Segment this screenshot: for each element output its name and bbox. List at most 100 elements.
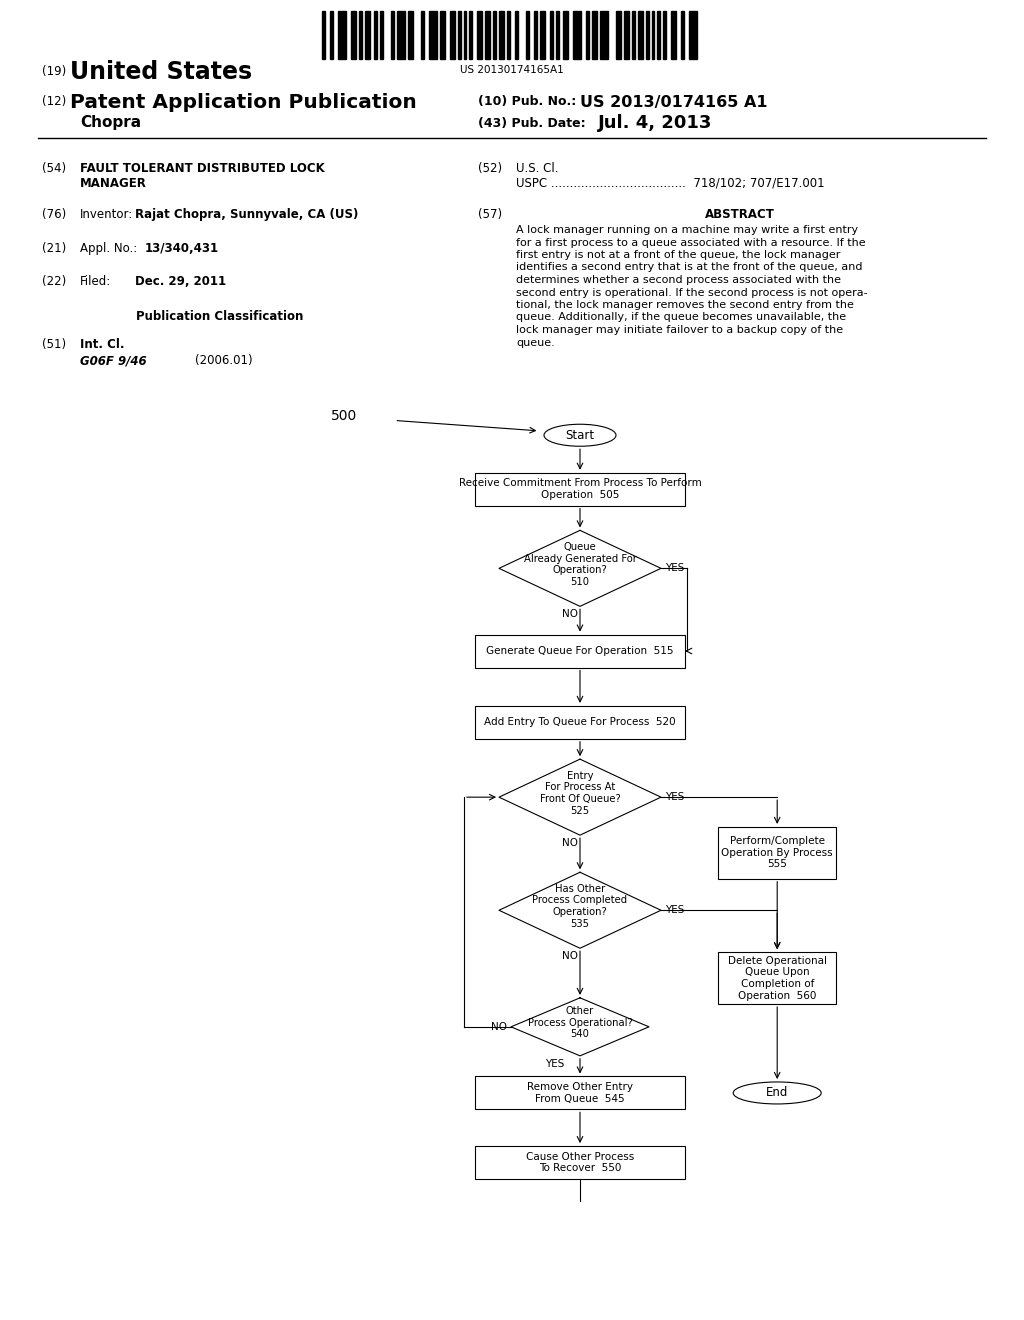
Polygon shape [499,759,662,836]
Bar [358,11,361,59]
Bar [632,11,635,59]
Bar [664,11,667,59]
Bar [600,11,608,59]
Text: Jul. 4, 2013: Jul. 4, 2013 [598,114,713,132]
Text: NO: NO [562,952,578,961]
FancyBboxPatch shape [718,826,837,879]
Text: G06F 9/46: G06F 9/46 [80,354,146,367]
Text: Dec. 29, 2011: Dec. 29, 2011 [135,275,226,288]
Text: Queue
Already Generated For
Operation?
510: Queue Already Generated For Operation? 5… [523,543,637,587]
Bar [350,11,355,59]
FancyBboxPatch shape [475,473,685,506]
Text: (2006.01): (2006.01) [195,354,253,367]
Text: Entry
For Process At
Front Of Queue?
525: Entry For Process At Front Of Queue? 525 [540,771,621,816]
Text: YES: YES [546,1059,564,1069]
Text: (21): (21) [42,242,67,255]
Bar [499,11,504,59]
Text: YES: YES [665,906,684,915]
Bar [689,11,697,59]
Text: determines whether a second process associated with the: determines whether a second process asso… [516,275,841,285]
Text: Int. Cl.: Int. Cl. [80,338,125,351]
Text: (52): (52) [478,162,502,176]
Bar [469,11,472,59]
Bar [586,11,589,59]
Text: ABSTRACT: ABSTRACT [706,209,775,220]
Text: United States: United States [70,59,252,84]
Bar [507,11,510,59]
Text: USPC ....................................  718/102; 707/E17.001: USPC ...................................… [516,177,824,190]
Text: Chopra: Chopra [80,116,141,131]
Bar [638,11,643,59]
Bar [526,11,528,59]
Text: (22): (22) [42,275,67,288]
Polygon shape [499,531,662,606]
Bar [365,11,370,59]
Bar [534,11,537,59]
FancyBboxPatch shape [718,952,837,1005]
Bar [464,11,467,59]
Text: U.S. Cl.: U.S. Cl. [516,162,558,176]
Text: (19): (19) [42,66,67,78]
Bar [380,11,383,59]
Text: 13/340,431: 13/340,431 [145,242,219,255]
Bar [421,11,424,59]
Bar [439,11,444,59]
FancyBboxPatch shape [475,706,685,739]
Bar [624,11,629,59]
Text: Add Entry To Queue For Process  520: Add Entry To Queue For Process 520 [484,717,676,727]
Text: Perform/Complete
Operation By Process
555: Perform/Complete Operation By Process 55… [721,837,833,870]
Bar [651,11,654,59]
Text: Publication Classification: Publication Classification [136,310,304,323]
Bar [477,11,482,59]
Text: (57): (57) [478,209,502,220]
Text: Rajat Chopra, Sunnyvale, CA (US): Rajat Chopra, Sunnyvale, CA (US) [135,209,358,220]
Text: (51): (51) [42,338,67,351]
Bar [391,11,394,59]
Text: A lock manager running on a machine may write a first entry: A lock manager running on a machine may … [516,224,858,235]
Text: Receive Commitment From Process To Perform
Operation  505: Receive Commitment From Process To Perfo… [459,478,701,500]
Text: Start: Start [565,429,595,442]
Text: Cause Other Process
To Recover  550: Cause Other Process To Recover 550 [526,1152,634,1173]
Bar [573,11,582,59]
Bar [681,11,684,59]
Text: NO: NO [490,1022,507,1032]
FancyBboxPatch shape [475,1077,685,1109]
Bar [540,11,545,59]
Text: Inventor:: Inventor: [80,209,133,220]
Bar [563,11,568,59]
Polygon shape [499,873,662,948]
Bar [450,11,455,59]
Ellipse shape [733,1082,821,1104]
Bar [429,11,437,59]
Text: lock manager may initiate failover to a backup copy of the: lock manager may initiate failover to a … [516,325,843,335]
Text: (43) Pub. Date:: (43) Pub. Date: [478,116,586,129]
Text: queue. Additionally, if the queue becomes unavailable, the: queue. Additionally, if the queue become… [516,313,846,322]
Bar [592,11,597,59]
Text: tional, the lock manager removes the second entry from the: tional, the lock manager removes the sec… [516,300,854,310]
Text: (10) Pub. No.:: (10) Pub. No.: [478,95,577,108]
Text: YES: YES [665,564,684,573]
Bar [485,11,490,59]
Text: queue.: queue. [516,338,555,347]
Text: Delete Operational
Queue Upon
Completion of
Operation  560: Delete Operational Queue Upon Completion… [728,956,826,1001]
FancyBboxPatch shape [475,635,685,668]
Text: Generate Queue For Operation  515: Generate Queue For Operation 515 [486,645,674,656]
Bar [672,11,676,59]
Text: MANAGER: MANAGER [80,177,146,190]
Text: Other
Process Operational?
540: Other Process Operational? 540 [527,1006,633,1039]
FancyBboxPatch shape [475,1146,685,1179]
Text: YES: YES [665,792,684,803]
Text: Patent Application Publication: Patent Application Publication [70,92,417,111]
Bar [515,11,518,59]
Text: Filed:: Filed: [80,275,112,288]
Text: second entry is operational. If the second process is not opera-: second entry is operational. If the seco… [516,288,867,297]
Text: first entry is not at a front of the queue, the lock manager: first entry is not at a front of the que… [516,249,841,260]
Bar [375,11,378,59]
Text: US 20130174165A1: US 20130174165A1 [460,65,564,75]
Text: Remove Other Entry
From Queue  545: Remove Other Entry From Queue 545 [527,1082,633,1104]
Bar [494,11,497,59]
Bar [322,11,325,59]
Bar [556,11,558,59]
Bar [615,11,621,59]
Text: NO: NO [562,610,578,619]
